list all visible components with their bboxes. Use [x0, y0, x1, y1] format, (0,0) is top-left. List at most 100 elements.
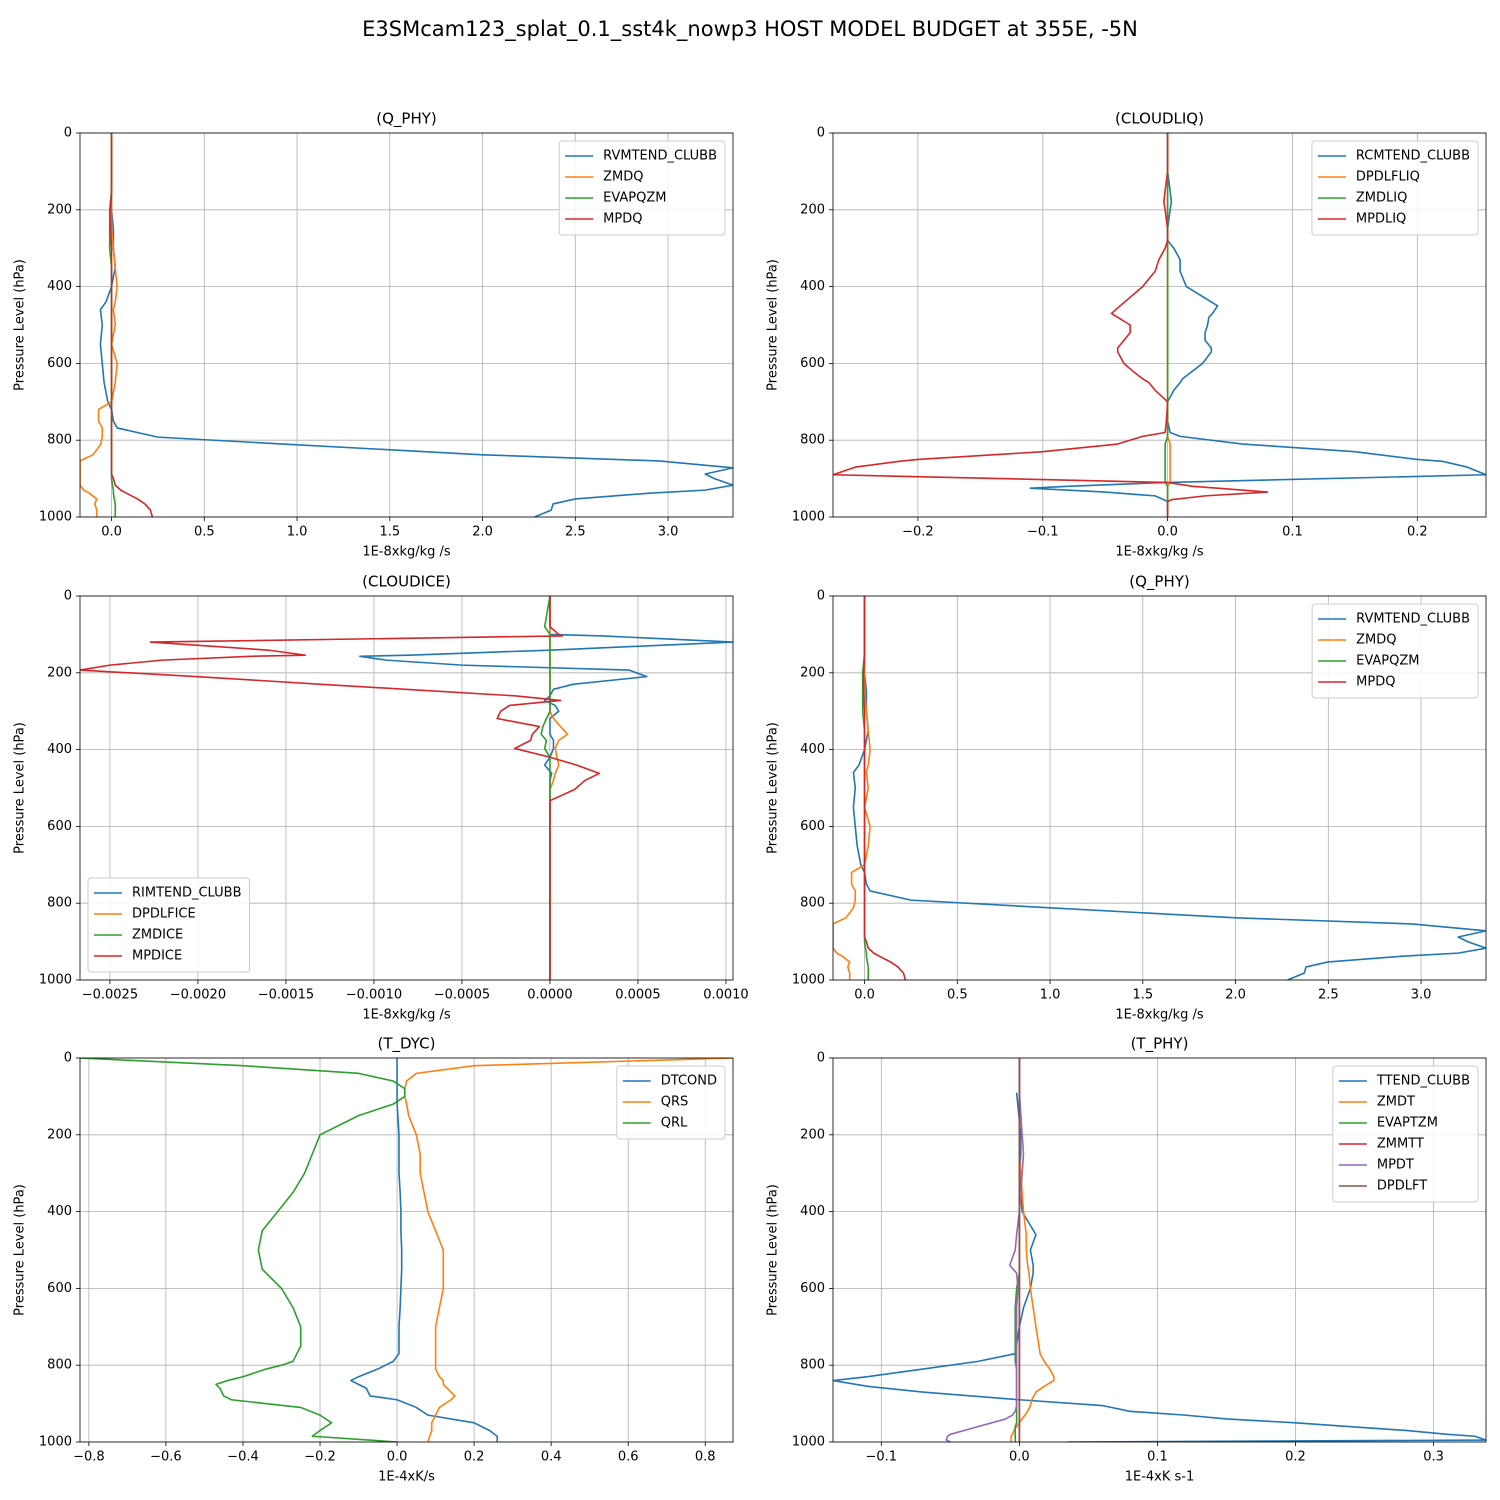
series-line [540, 596, 551, 980]
x-tick-label: 0.0 [101, 525, 122, 540]
y-tick-label: 800 [800, 896, 825, 911]
x-tick-label: 1.5 [379, 525, 400, 540]
legend-label: ZMDQ [1356, 633, 1396, 648]
x-tick-label: 0.2 [1285, 1450, 1306, 1465]
y-tick-label: 200 [800, 665, 825, 680]
legend-label: DPDLFLIQ [1356, 170, 1420, 185]
y-tick-label: 600 [47, 819, 72, 834]
series-line [1029, 133, 1486, 517]
y-tick-label: 1000 [792, 510, 825, 525]
subplot: −0.1 0.0 0.1 0.2 0.3 0 200 400 600 800 1000 (T_PHY)… [766, 1035, 1487, 1485]
subplot-title: (T_PHY) [1131, 1035, 1189, 1054]
y-tick-label: 0 [64, 589, 72, 604]
x-tick-label: −0.2 [902, 525, 934, 540]
legend-box [1311, 140, 1479, 236]
x-tick-label: 0.0000 [527, 988, 573, 1003]
x-tick-label: 0.0010 [703, 988, 749, 1003]
series-line [350, 1058, 499, 1442]
figure-title: E3SMcam123_splat_0.1_sst4k_nowp3 HOST MO… [362, 17, 1138, 42]
x-tick-label: 0.0 [1009, 1450, 1030, 1465]
series-line [109, 133, 154, 517]
y-tick-label: 200 [800, 1127, 825, 1142]
x-tick-label: 2.5 [565, 525, 586, 540]
axes-frame [79, 132, 734, 518]
series-line [80, 1058, 406, 1442]
y-tick-label: 200 [47, 202, 72, 217]
y-tick-label: 800 [47, 433, 72, 448]
x-tick-label: 3.0 [658, 525, 679, 540]
series-line [403, 1058, 733, 1442]
subplot-title: (Q_PHY) [1129, 573, 1190, 592]
axes-frame [832, 1057, 1487, 1443]
y-tick-label: 400 [800, 1204, 825, 1219]
y-tick-label: 400 [47, 279, 72, 294]
y-axis-label: Pressure Level (hPa) [13, 722, 28, 854]
data-layer [80, 133, 733, 517]
y-axis-label: Pressure Level (hPa) [766, 259, 781, 391]
x-tick-label: 0.4 [541, 1450, 562, 1465]
legend-box [1332, 1065, 1479, 1203]
y-axis-label: Pressure Level (hPa) [13, 259, 28, 391]
data-layer [80, 596, 733, 980]
x-tick-label: 0.0 [387, 1450, 408, 1465]
x-tick-label: 2.0 [472, 525, 493, 540]
y-tick-label: 600 [800, 1281, 825, 1296]
y-axis-label: Pressure Level (hPa) [766, 1184, 781, 1316]
y-tick-label: 0 [817, 589, 825, 604]
y-tick-label: 600 [47, 1281, 72, 1296]
x-tick-label: 2.0 [1225, 988, 1246, 1003]
series-line [80, 133, 118, 517]
series-line [833, 1092, 1486, 1442]
y-tick-label: 400 [47, 742, 72, 757]
legend: RCMTEND_CLUBB DPDLFLIQ ZMDLIQ MPDLIQ [1311, 140, 1479, 236]
legend-label: ZMDICE [132, 928, 183, 943]
x-tick-label: 0.0 [854, 988, 875, 1003]
legend-label: ZMMTT [1377, 1137, 1424, 1152]
legend-label: EVAPTZM [1377, 1116, 1438, 1131]
subplot-title: (Q_PHY) [376, 110, 437, 129]
y-tick-label: 200 [800, 202, 825, 217]
legend-label: QRL [661, 1116, 688, 1131]
x-tick-label: −0.1 [866, 1450, 898, 1465]
legend: RIMTEND_CLUBB DPDLFICE ZMDICE MPDICE [87, 877, 250, 973]
y-tick-label: 400 [800, 742, 825, 757]
x-tick-label: −0.0005 [434, 988, 490, 1003]
x-tick-label: 3.0 [1411, 988, 1432, 1003]
y-tick-label: 1000 [792, 1435, 825, 1450]
legend-label: MPDT [1377, 1158, 1414, 1173]
x-tick-label: 0.2 [464, 1450, 485, 1465]
legend-label: EVAPQZM [603, 191, 666, 206]
y-tick-label: 400 [47, 1204, 72, 1219]
y-tick-label: 0 [817, 126, 825, 141]
y-tick-label: 600 [47, 356, 72, 371]
y-tick-label: 400 [800, 279, 825, 294]
x-tick-label: −0.0020 [170, 988, 226, 1003]
legend-box [1311, 603, 1479, 699]
series-line [833, 133, 1269, 517]
legend-box [616, 1065, 726, 1140]
data-layer [833, 1058, 1486, 1442]
x-tick-label: 0.1 [1282, 525, 1303, 540]
legend-label: QRS [661, 1095, 689, 1110]
series-line [80, 596, 601, 980]
x-axis-label: 1E-8xkg/kg /s [362, 545, 451, 560]
y-tick-label: 1000 [39, 1435, 72, 1450]
legend: DTCOND QRS QRL [616, 1065, 726, 1140]
legend-label: TTEND_CLUBB [1376, 1074, 1470, 1089]
x-tick-label: −0.0015 [258, 988, 314, 1003]
x-axis-label: 1E-8xkg/kg /s [1115, 1008, 1204, 1023]
series-line [862, 596, 907, 980]
x-tick-label: 1.0 [1040, 988, 1061, 1003]
x-tick-label: 0.0005 [615, 988, 661, 1003]
legend-label: RVMTEND_CLUBB [1356, 612, 1470, 627]
data-layer [833, 596, 1486, 980]
legend-label: ZMDQ [603, 170, 643, 185]
axes-frame [79, 595, 734, 981]
subplot: 0.0 0.5 1.0 1.5 2.0 2.5 3.0 0 200 400 600 800 1000 (Q… [766, 573, 1487, 1023]
series-line [1010, 1058, 1055, 1442]
x-tick-label: −0.0025 [82, 988, 138, 1003]
subplot-title: (T_DYC) [378, 1035, 436, 1054]
legend-label: MPDQ [1356, 675, 1395, 690]
y-tick-label: 0 [817, 1051, 825, 1066]
